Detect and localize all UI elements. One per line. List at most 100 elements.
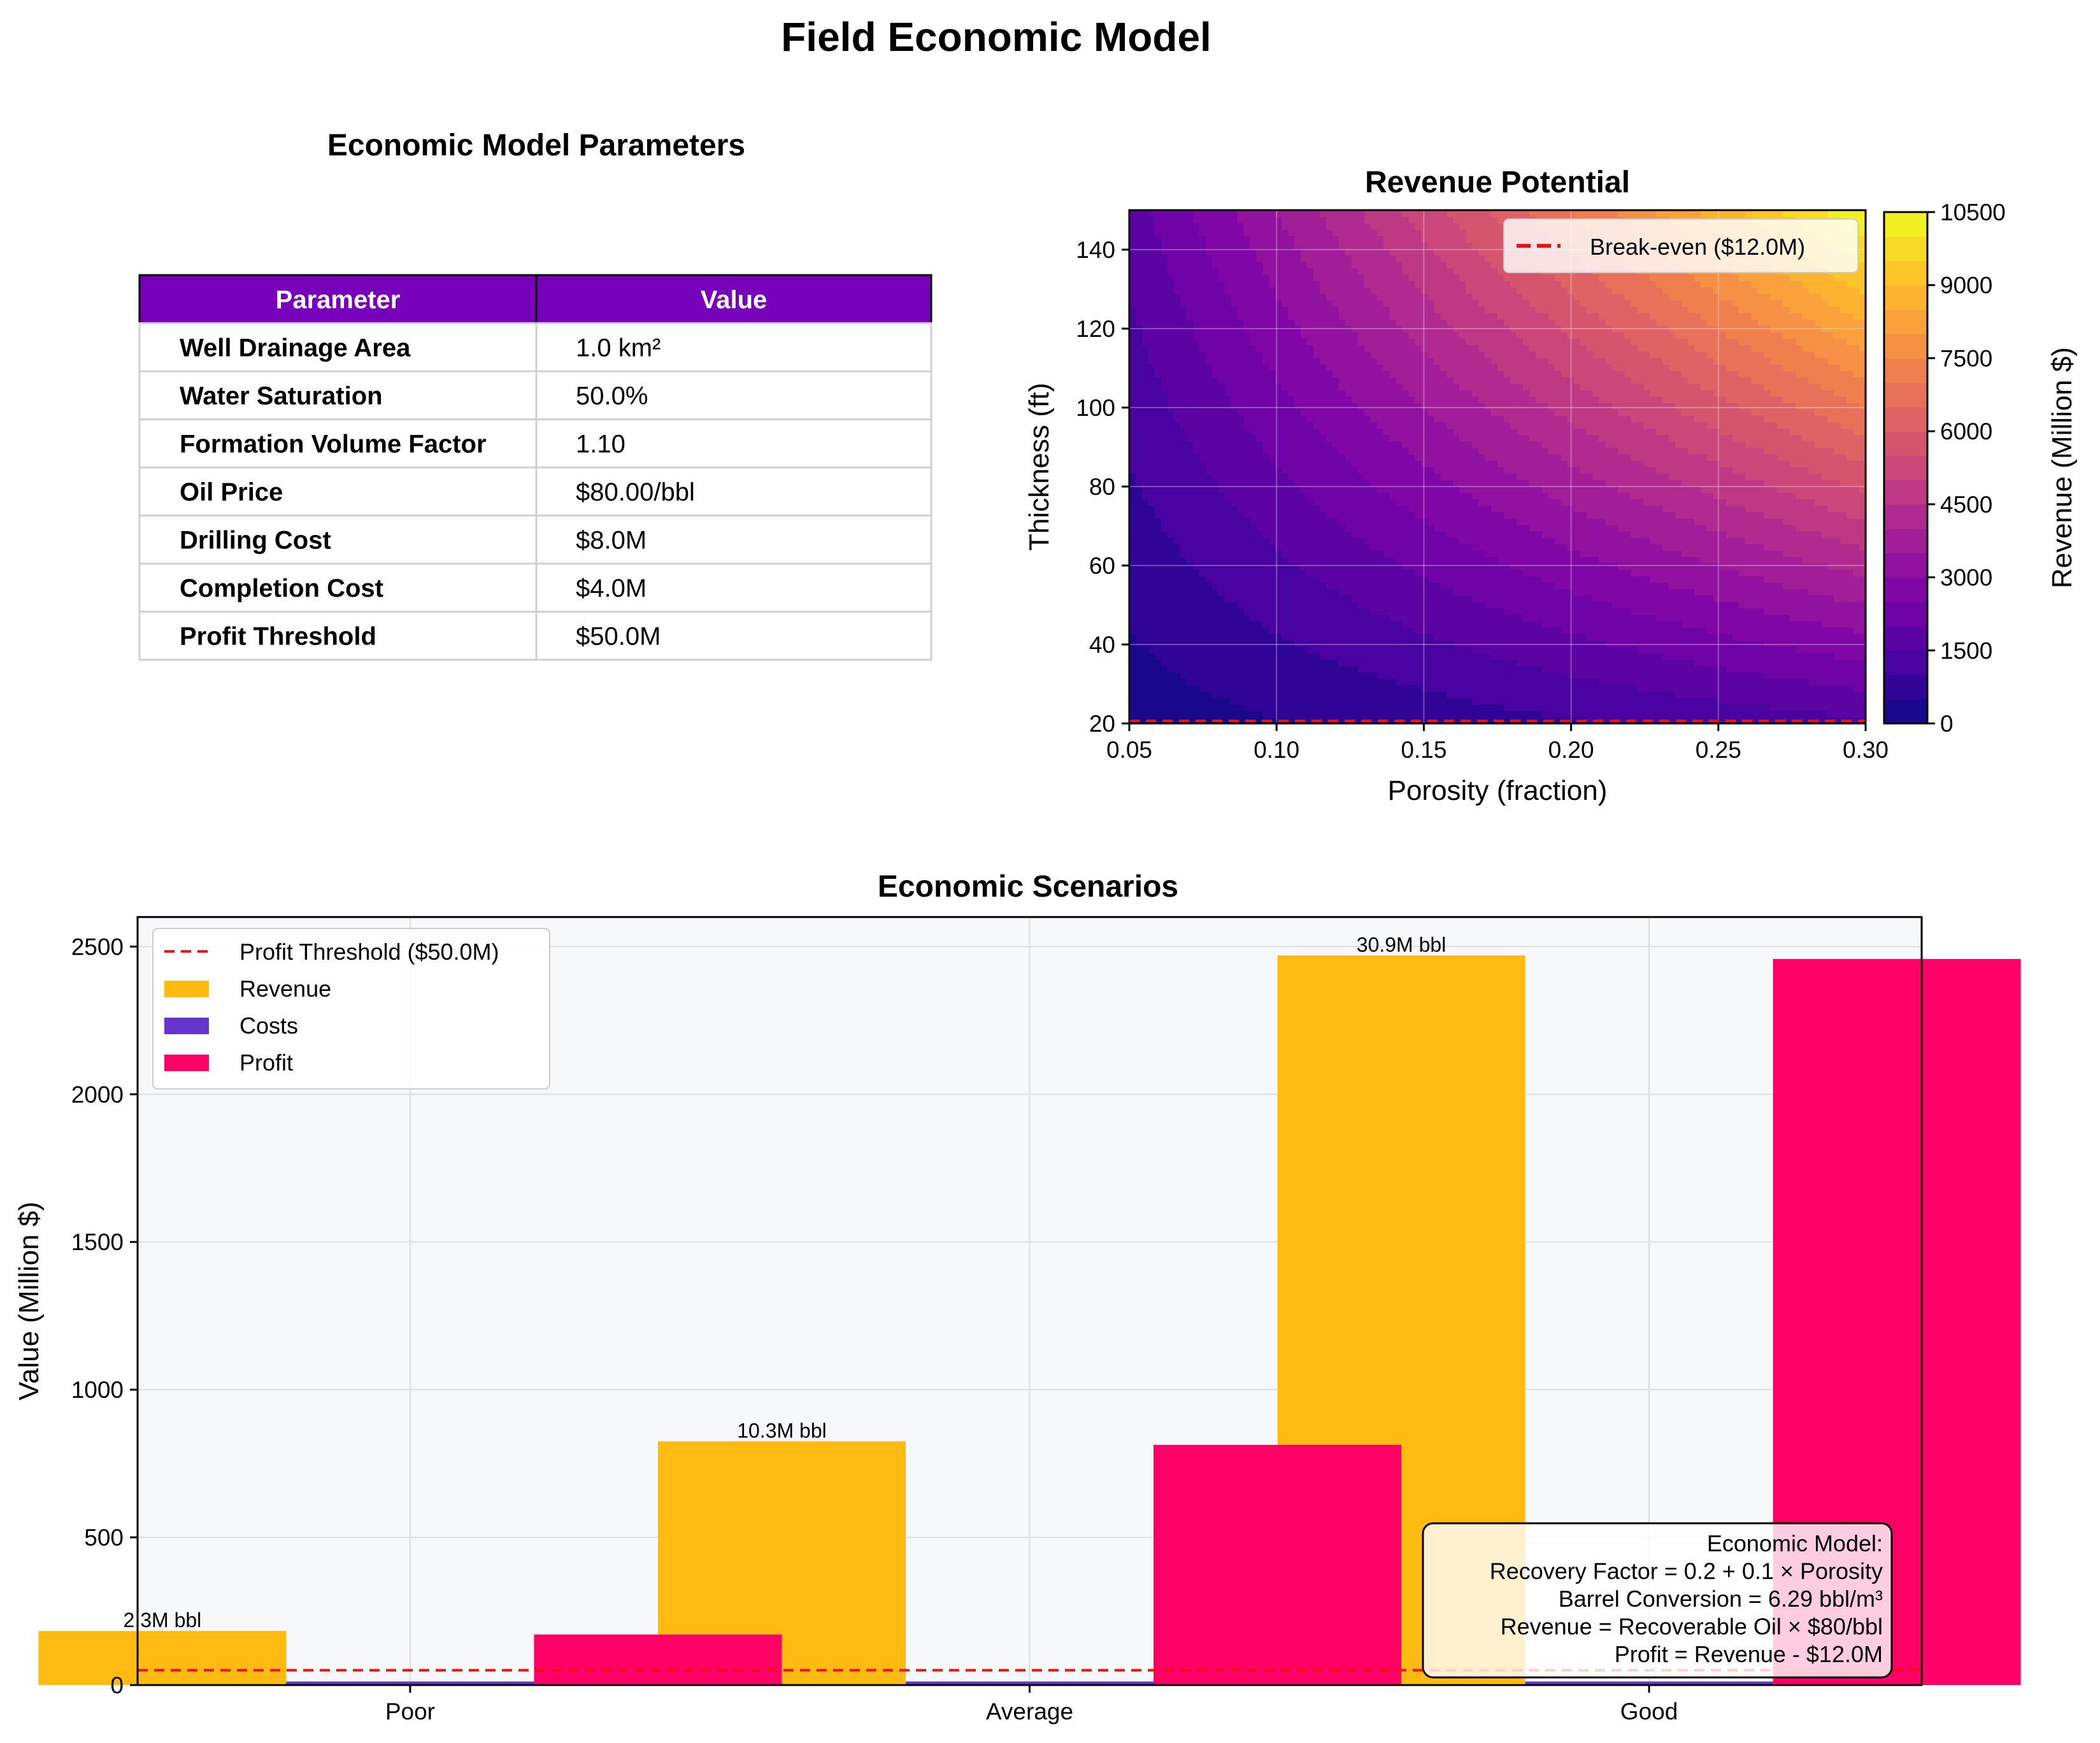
contour-cell — [1224, 422, 1232, 429]
contour-cell — [1446, 659, 1454, 667]
contour-cell — [1231, 332, 1238, 339]
contour-cell — [1376, 402, 1384, 410]
contour-cell — [1301, 537, 1308, 544]
contour-cell — [1141, 248, 1149, 256]
contour-cell — [1351, 402, 1359, 410]
contour-cell — [1415, 325, 1422, 333]
contour-cell — [1256, 530, 1263, 538]
contour-cell — [1250, 467, 1257, 474]
contour-cell — [1497, 505, 1504, 513]
contour-cell — [1161, 620, 1168, 628]
contour-cell — [1275, 633, 1282, 641]
contour-cell — [1313, 236, 1320, 243]
contour-cell — [1466, 620, 1473, 628]
contour-cell — [1282, 557, 1289, 564]
contour-cell — [1205, 280, 1213, 288]
contour-cell — [1224, 704, 1232, 711]
contour-cell — [1516, 306, 1524, 313]
contour-cell — [1453, 480, 1460, 487]
contour-cell — [1135, 467, 1143, 474]
contour-cell — [1415, 524, 1422, 532]
contour-cell — [1288, 678, 1295, 686]
contour-cell — [1332, 236, 1339, 243]
contour-cell — [1262, 608, 1269, 615]
contour-cell — [1376, 480, 1384, 487]
contour-cell — [1211, 665, 1219, 673]
contour-cell — [1218, 646, 1225, 653]
contour-cell — [1167, 236, 1175, 243]
contour-cell — [1237, 274, 1245, 281]
contour-cell — [1275, 537, 1282, 544]
contour-cell — [1275, 505, 1282, 513]
contour-cell — [1262, 576, 1269, 583]
contour-cell — [1148, 557, 1155, 564]
contour-cell — [1466, 338, 1473, 346]
contour-cell — [1262, 627, 1269, 634]
contour-cell — [1161, 306, 1168, 313]
contour-cell — [1237, 415, 1245, 423]
contour-cell — [1357, 345, 1365, 352]
contour-cell — [1256, 325, 1263, 333]
contour-cell — [1199, 383, 1206, 390]
contour-cell — [1516, 376, 1524, 384]
contour-cell — [1466, 640, 1473, 647]
contour-cell — [1383, 274, 1390, 281]
contour-cell — [1408, 614, 1416, 622]
contour-cell — [1427, 242, 1435, 250]
contour-cell — [1294, 685, 1301, 692]
contour-cell — [1364, 557, 1371, 564]
contour-cell — [1453, 608, 1460, 615]
contour-cell — [1453, 518, 1460, 525]
contour-cell — [1256, 640, 1263, 647]
contour-cell — [1351, 499, 1359, 506]
contour-cell — [1186, 563, 1194, 570]
contour-cell — [1389, 460, 1397, 467]
contour-cell — [1243, 588, 1251, 596]
contour-cell — [1421, 697, 1429, 705]
contour-cell — [1154, 338, 1162, 346]
contour-cell — [1173, 319, 1181, 327]
contour-cell — [1408, 576, 1416, 583]
contour-cell — [1364, 267, 1371, 275]
contour-cell — [1459, 453, 1466, 461]
contour-cell — [1250, 492, 1257, 500]
contour-cell — [1376, 434, 1384, 442]
contour-cell — [1173, 325, 1181, 333]
contour-cell — [1173, 300, 1181, 307]
contour-cell — [1135, 633, 1143, 641]
contour-cell — [1497, 492, 1504, 500]
contour-cell — [1256, 402, 1263, 410]
contour-cell — [1262, 685, 1269, 692]
contour-cell — [1427, 486, 1435, 493]
contour-cell — [1186, 422, 1194, 429]
contour-cell — [1180, 422, 1187, 429]
contour-cell — [1301, 582, 1308, 590]
contour-cell — [1237, 306, 1245, 313]
contour-cell — [1301, 306, 1308, 313]
contour-cell — [1294, 390, 1301, 397]
contour-cell — [1180, 306, 1187, 313]
contour-cell — [1402, 608, 1410, 615]
contour-cell — [1459, 441, 1466, 448]
contour-cell — [1427, 640, 1435, 647]
contour-cell — [1269, 685, 1276, 692]
contour-cell — [1453, 697, 1460, 705]
contour-cell — [1503, 492, 1511, 500]
contour-cell — [1154, 563, 1162, 570]
contour-cell — [1497, 447, 1504, 455]
contour-cell — [1218, 582, 1225, 590]
contour-cell — [1218, 678, 1225, 686]
table-cell-bg — [535, 611, 932, 661]
contour-cell — [1345, 338, 1352, 346]
contour-cell — [1364, 653, 1371, 660]
contour-cell — [1161, 280, 1168, 288]
contour-cell — [1237, 588, 1245, 596]
contour-cell — [1440, 640, 1447, 647]
contour-cell — [1408, 396, 1416, 403]
contour-cell — [1275, 396, 1282, 403]
contour-cell — [1288, 633, 1295, 641]
contour-cell — [1256, 557, 1263, 564]
contour-cell — [1364, 325, 1371, 333]
contour-cell — [1434, 409, 1441, 416]
contour-cell — [1269, 422, 1276, 429]
